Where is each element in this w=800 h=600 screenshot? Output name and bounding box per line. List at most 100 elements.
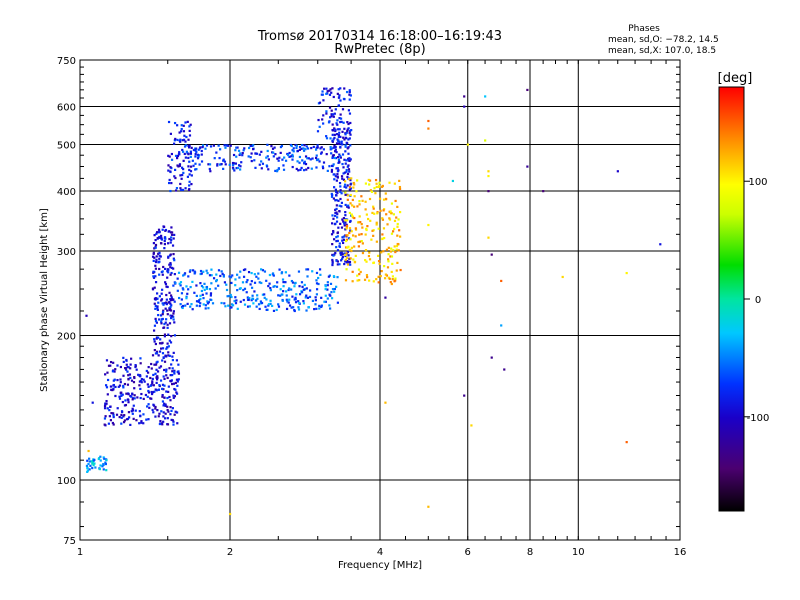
data-point xyxy=(128,416,131,419)
data-point xyxy=(341,256,344,259)
data-point xyxy=(205,285,209,289)
data-point xyxy=(156,408,159,412)
data-point xyxy=(169,231,173,234)
data-point xyxy=(334,208,337,211)
data-point xyxy=(152,275,155,278)
data-point xyxy=(330,195,334,198)
data-point xyxy=(169,305,172,309)
data-point xyxy=(343,138,346,141)
data-point xyxy=(178,153,181,156)
data-point xyxy=(294,281,297,285)
data-point xyxy=(128,373,132,376)
data-point xyxy=(153,340,156,343)
data-point xyxy=(250,271,253,275)
data-point xyxy=(317,282,320,286)
data-point xyxy=(172,298,175,301)
data-point xyxy=(157,313,160,317)
data-point xyxy=(354,228,358,231)
data-point xyxy=(166,423,170,426)
data-point xyxy=(106,393,109,396)
data-point xyxy=(135,419,138,422)
data-point xyxy=(169,294,173,297)
data-point xyxy=(260,160,263,163)
data-point xyxy=(170,152,173,156)
data-point xyxy=(230,276,233,279)
data-point xyxy=(145,375,148,378)
data-point xyxy=(347,138,350,141)
data-point xyxy=(392,249,395,252)
data-point xyxy=(391,278,394,281)
data-point xyxy=(163,417,167,420)
data-point xyxy=(333,287,337,291)
data-point xyxy=(348,186,352,189)
data-point xyxy=(205,144,209,147)
data-point xyxy=(155,337,158,340)
data-point xyxy=(181,304,185,308)
data-point xyxy=(267,304,270,307)
data-point xyxy=(318,160,321,163)
data-point xyxy=(169,170,172,173)
data-point xyxy=(150,390,153,394)
data-point xyxy=(200,284,204,288)
data-point xyxy=(160,299,163,302)
data-point xyxy=(258,163,261,166)
data-point xyxy=(154,264,157,267)
data-point xyxy=(226,295,229,298)
data-point xyxy=(138,374,142,377)
data-point xyxy=(169,399,172,402)
data-point xyxy=(163,377,166,381)
data-point xyxy=(340,205,343,208)
data-point xyxy=(331,113,335,116)
data-point xyxy=(358,273,361,276)
data-point xyxy=(166,417,169,420)
data-point xyxy=(197,300,200,303)
data-point xyxy=(358,200,361,203)
data-point xyxy=(88,457,91,460)
data-point xyxy=(358,215,361,218)
data-point xyxy=(343,87,346,90)
data-point xyxy=(384,192,387,195)
data-point xyxy=(168,308,171,312)
data-point xyxy=(333,112,336,115)
data-point xyxy=(193,291,196,294)
data-point xyxy=(104,373,107,376)
data-point xyxy=(463,105,466,108)
data-point xyxy=(138,380,141,383)
data-point xyxy=(346,142,349,145)
data-point xyxy=(277,294,280,297)
data-point xyxy=(329,145,332,149)
data-point xyxy=(106,371,109,374)
data-point xyxy=(229,144,232,147)
data-point xyxy=(380,270,383,273)
data-point xyxy=(185,297,188,300)
data-point xyxy=(336,263,339,266)
data-point xyxy=(178,163,182,166)
data-point xyxy=(314,156,318,160)
data-point xyxy=(161,352,165,355)
data-point xyxy=(168,230,171,233)
data-point xyxy=(383,208,386,211)
data-point xyxy=(338,210,341,213)
data-point xyxy=(392,213,395,216)
data-point xyxy=(241,152,244,155)
data-point xyxy=(318,268,322,271)
data-point xyxy=(109,385,113,388)
data-point xyxy=(162,326,165,329)
data-point xyxy=(261,162,265,165)
data-point xyxy=(345,268,348,271)
data-point xyxy=(349,94,352,97)
data-point xyxy=(331,139,334,143)
data-point xyxy=(291,155,295,158)
data-point xyxy=(168,367,171,370)
data-point xyxy=(291,158,294,161)
data-point xyxy=(155,378,159,381)
data-point xyxy=(349,238,352,241)
data-point xyxy=(175,392,179,395)
data-point xyxy=(339,87,342,90)
data-point xyxy=(335,236,338,239)
data-point xyxy=(335,259,338,262)
data-point xyxy=(375,278,378,281)
data-point xyxy=(156,305,159,308)
data-point xyxy=(335,207,338,211)
data-point xyxy=(382,227,386,230)
